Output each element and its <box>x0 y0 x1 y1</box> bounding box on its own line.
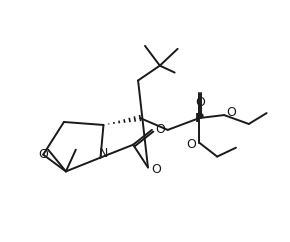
Text: P: P <box>195 112 204 125</box>
Text: O: O <box>38 148 48 161</box>
Text: N: N <box>99 147 108 160</box>
Text: O: O <box>226 106 236 119</box>
Text: O: O <box>195 96 205 109</box>
Text: O: O <box>155 123 165 136</box>
Text: O: O <box>151 163 161 176</box>
Text: O: O <box>186 138 196 151</box>
